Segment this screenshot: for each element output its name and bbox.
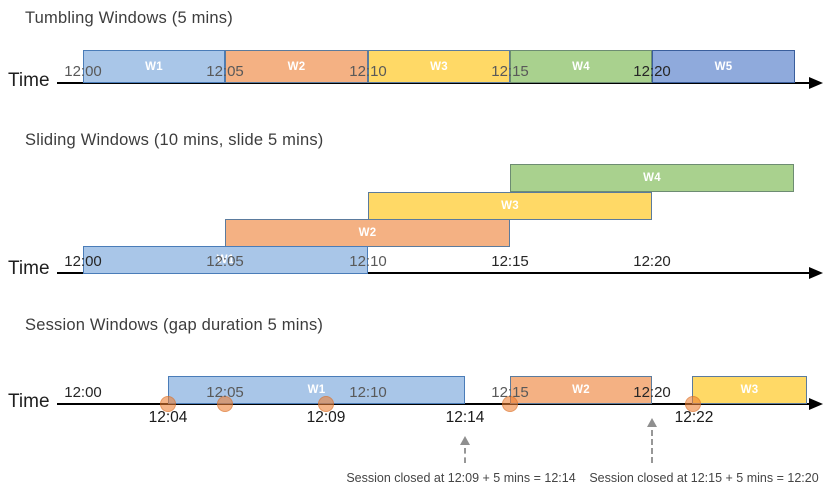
event-tick-1214: 12:14 xyxy=(445,409,485,426)
event-tick-1209: 12:09 xyxy=(306,409,346,426)
window-label: W5 xyxy=(714,61,733,73)
session-tick-1215: 12:15 xyxy=(491,384,529,401)
window-label: W3 xyxy=(430,61,448,73)
window-label: W1 xyxy=(307,384,326,396)
event-dot-1222 xyxy=(685,396,701,412)
event-dot-1204 xyxy=(160,396,176,412)
session-time-label: Time xyxy=(8,391,50,412)
window-label: W4 xyxy=(643,172,661,184)
event-dot-1205 xyxy=(217,396,233,412)
tumbling-axis-arrow-icon xyxy=(809,77,823,89)
annotation-arrow-up-icon xyxy=(647,418,657,427)
tumbling-section-title: Tumbling Windows (5 mins) xyxy=(25,9,233,27)
session-tick-1205: 12:05 xyxy=(206,384,244,401)
session-closed-annotation-1: Session closed at 12:09 + 5 mins = 12:14 xyxy=(346,471,576,485)
window-label: W1 xyxy=(216,254,235,266)
sliding-tick-1215: 12:15 xyxy=(491,253,529,270)
event-dot-1209 xyxy=(318,396,334,412)
annotation-arrow-dash xyxy=(651,430,653,463)
event-tick-1204: 12:04 xyxy=(148,409,188,426)
tumbling-window-w3: W3 xyxy=(368,50,510,83)
window-label: W1 xyxy=(145,61,163,73)
window-label: W4 xyxy=(572,61,590,73)
annotation-arrow-dash xyxy=(464,448,466,463)
window-label: W3 xyxy=(740,384,759,396)
tumbling-window-w1: W1 xyxy=(83,50,225,83)
sliding-window-w2: W2 xyxy=(225,219,510,247)
session-tick-1200: 12:00 xyxy=(64,384,102,401)
sliding-tick-1210: 12:10 xyxy=(349,253,387,270)
sliding-tick-1220: 12:20 xyxy=(633,253,671,270)
tumbling-tick-1200: 12:00 xyxy=(64,63,102,80)
event-dot-1215 xyxy=(502,396,518,412)
tumbling-window-w2: W2 xyxy=(225,50,368,83)
sliding-time-label: Time xyxy=(8,258,50,279)
session-section-title: Session Windows (gap duration 5 mins) xyxy=(25,316,324,334)
tumbling-window-w5: W5 xyxy=(652,50,795,83)
sliding-window-w3: W3 xyxy=(368,192,652,220)
window-label: W2 xyxy=(572,384,590,396)
sliding-timeline-axis xyxy=(57,272,810,274)
window-label: W2 xyxy=(358,227,377,239)
sliding-tick-1205: 12:05 xyxy=(206,253,244,270)
tumbling-window-w4: W4 xyxy=(510,50,652,83)
tumbling-time-label: Time xyxy=(8,70,50,91)
window-label: W2 xyxy=(287,61,306,73)
sliding-tick-1200: 12:00 xyxy=(64,253,102,270)
session-axis-arrow-icon xyxy=(809,398,823,410)
session-timeline-axis xyxy=(57,403,810,405)
session-tick-1210: 12:10 xyxy=(349,384,387,401)
session-window-w2: W2 xyxy=(510,376,652,404)
tumbling-timeline-axis xyxy=(57,82,810,84)
session-closed-annotation-2: Session closed at 12:15 + 5 mins = 12:20 xyxy=(589,471,819,485)
tumbling-tick-1220: 12:20 xyxy=(633,63,671,80)
sliding-window-w1: W1 xyxy=(83,246,368,274)
tumbling-tick-1205: 12:05 xyxy=(206,63,244,80)
session-window-w3: W3 xyxy=(692,376,807,404)
sliding-axis-arrow-icon xyxy=(809,267,823,279)
sliding-section-title: Sliding Windows (10 mins, slide 5 mins) xyxy=(25,131,324,149)
tumbling-tick-1215: 12:15 xyxy=(491,63,529,80)
annotation-arrow-up-icon xyxy=(460,436,470,445)
event-tick-1222: 12:22 xyxy=(674,409,714,426)
session-tick-1220: 12:20 xyxy=(633,384,671,401)
window-label: W3 xyxy=(501,200,519,212)
sliding-window-w4: W4 xyxy=(510,164,794,192)
tumbling-tick-1210: 12:10 xyxy=(349,63,387,80)
